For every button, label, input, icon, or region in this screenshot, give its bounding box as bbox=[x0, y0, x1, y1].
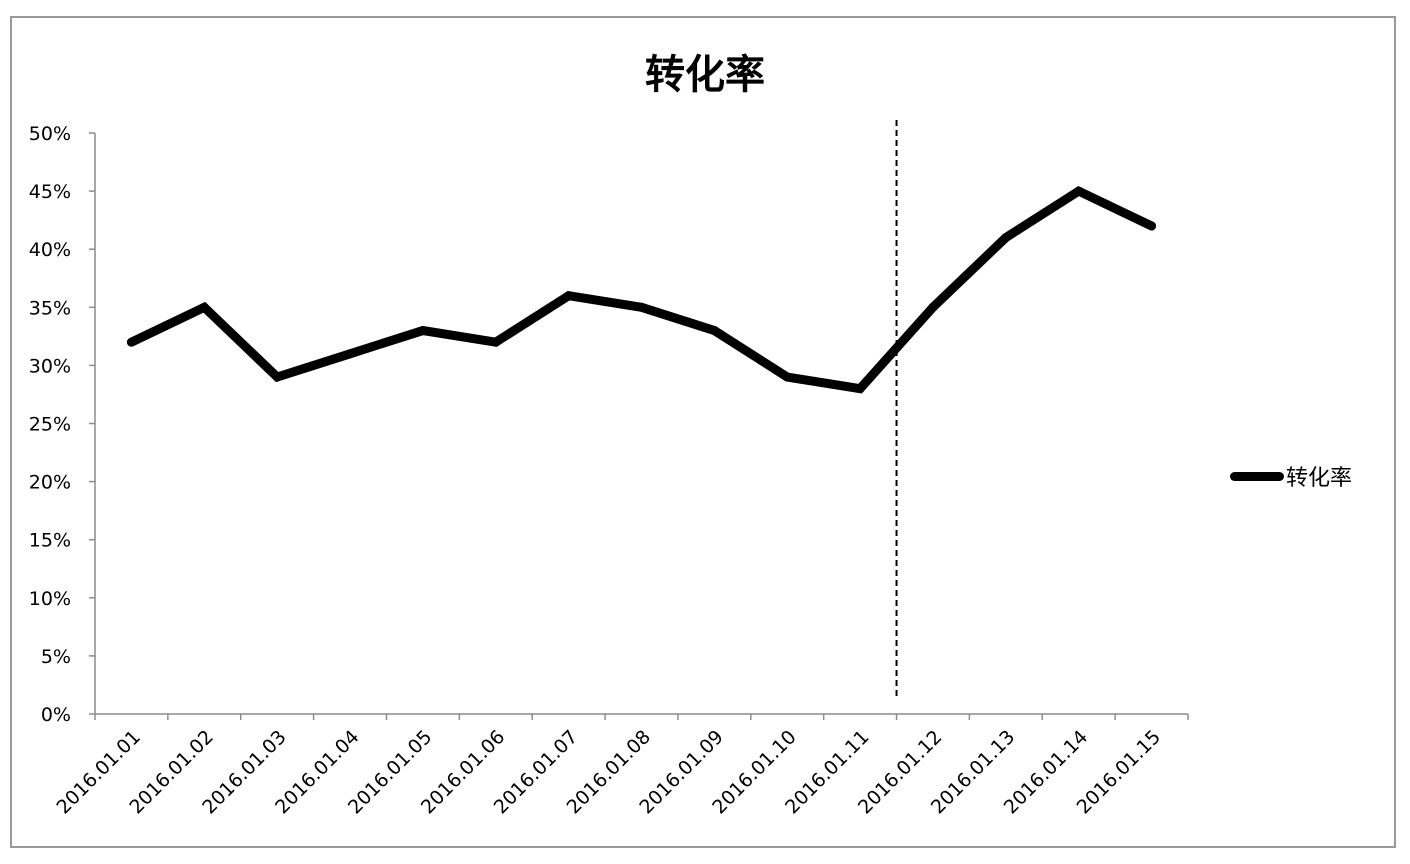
y-tick-label: 30% bbox=[29, 355, 71, 377]
data-point bbox=[1001, 233, 1011, 243]
data-point bbox=[782, 372, 792, 382]
x-axis-ticks: 2016.01.012016.01.022016.01.032016.01.04… bbox=[52, 714, 1189, 818]
data-point bbox=[1074, 186, 1084, 196]
y-tick-label: 45% bbox=[29, 181, 71, 203]
data-point bbox=[709, 326, 719, 336]
y-tick-label: 35% bbox=[29, 297, 71, 319]
data-point bbox=[491, 337, 501, 347]
y-axis-ticks: 0% 5% 10% 15% 20% 25% 30% 35% 40% 45% 50% bbox=[29, 123, 95, 726]
data-point bbox=[272, 372, 282, 382]
y-tick-label: 15% bbox=[29, 530, 71, 552]
series-group bbox=[126, 185, 1157, 394]
y-tick-label: 40% bbox=[29, 239, 71, 261]
data-point bbox=[199, 302, 209, 312]
y-tick-label: 20% bbox=[29, 472, 71, 494]
data-point bbox=[637, 302, 646, 312]
chart-title: 转化率 bbox=[645, 52, 765, 98]
axes bbox=[94, 133, 1188, 715]
data-point bbox=[564, 291, 574, 301]
y-tick-label: 5% bbox=[41, 646, 71, 668]
legend-swatch bbox=[1230, 471, 1284, 481]
data-point bbox=[855, 384, 865, 394]
y-tick-label: 25% bbox=[29, 414, 71, 436]
y-tick-label: 0% bbox=[41, 704, 71, 726]
data-point bbox=[126, 337, 136, 347]
legend-label: 转化率 bbox=[1286, 466, 1353, 491]
y-tick-label: 10% bbox=[29, 588, 71, 610]
y-tick-label: 50% bbox=[29, 123, 71, 145]
data-point bbox=[345, 349, 355, 359]
data-point bbox=[928, 302, 938, 312]
data-point bbox=[1147, 221, 1157, 231]
legend: 转化率 bbox=[1230, 462, 1353, 491]
series-line bbox=[126, 185, 1157, 394]
chart-frame bbox=[10, 16, 1396, 848]
data-point bbox=[418, 326, 428, 336]
